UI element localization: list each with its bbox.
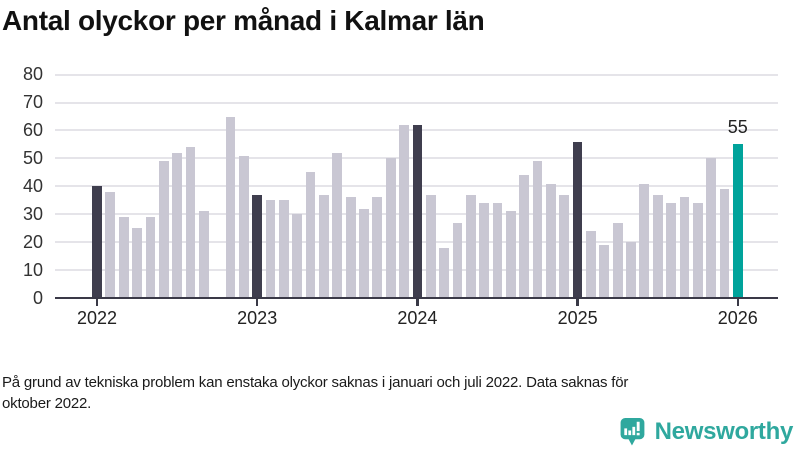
bar — [172, 152, 182, 298]
bar — [626, 242, 636, 298]
bar — [439, 247, 449, 298]
y-tick-label: 10 — [22, 259, 43, 280]
bar — [519, 175, 530, 298]
gridline — [55, 101, 778, 104]
bar — [279, 200, 289, 298]
bar — [145, 217, 156, 298]
bar — [639, 183, 650, 298]
latest-value-label: 55 — [727, 116, 748, 137]
bar — [399, 124, 409, 298]
bar-january — [572, 141, 583, 298]
x-axis-tick — [95, 299, 99, 306]
x-axis-tick — [736, 299, 740, 306]
bar — [679, 197, 690, 298]
newsworthy-bubble-icon — [620, 418, 645, 446]
bar — [132, 228, 142, 298]
bar — [305, 172, 316, 298]
y-tick-label: 0 — [32, 287, 43, 308]
bar — [706, 158, 716, 298]
y-tick-label: 60 — [22, 119, 43, 140]
footnote: På grund av tekniska problem kan enstaka… — [2, 372, 792, 414]
bar — [198, 211, 209, 298]
bar — [612, 222, 623, 298]
bar — [599, 244, 610, 298]
newsworthy-wordmark: Newsworthy — [654, 417, 794, 445]
bar — [319, 194, 329, 298]
bar — [666, 203, 676, 298]
bar — [385, 158, 396, 298]
newsworthy-logo[interactable]: Newsworthy — [619, 417, 793, 446]
x-tick-label: 2022 — [76, 308, 118, 328]
y-tick-label: 70 — [22, 92, 43, 113]
bar — [359, 208, 369, 298]
gridline — [55, 73, 778, 76]
bar — [332, 152, 343, 298]
bar — [158, 161, 169, 298]
x-tick-label: 2026 — [717, 308, 758, 328]
bar — [105, 191, 116, 298]
y-tick-label: 80 — [22, 64, 43, 85]
x-tick-label: 2023 — [237, 308, 278, 328]
bar-january — [92, 186, 102, 298]
bar — [118, 217, 129, 298]
x-axis-tick — [255, 299, 259, 306]
footnote-line-1: På grund av tekniska problem kan enstaka… — [2, 374, 629, 391]
footnote-line-2: oktober 2022. — [2, 395, 92, 412]
x-tick-label: 2025 — [557, 308, 598, 328]
bar — [479, 203, 490, 298]
y-tick-label: 50 — [22, 147, 43, 168]
bar — [292, 214, 303, 298]
bar — [425, 194, 436, 298]
bar-january — [252, 194, 263, 298]
bar — [452, 222, 463, 298]
bar — [692, 203, 703, 298]
chart-title: Antal olyckor per månad i Kalmar län — [2, 5, 485, 36]
bar — [238, 155, 249, 298]
bar — [586, 230, 596, 298]
bar-latest — [732, 144, 743, 298]
x-axis-tick — [416, 299, 419, 306]
bar — [265, 200, 276, 298]
plot-area — [55, 73, 778, 298]
y-tick-label: 40 — [22, 175, 43, 196]
bar — [652, 194, 663, 298]
bar-january — [412, 124, 423, 298]
bar — [372, 197, 383, 298]
bar — [345, 197, 356, 298]
x-tick-label: 2024 — [397, 308, 438, 328]
bar — [532, 161, 543, 298]
bar — [492, 203, 503, 298]
bar — [719, 189, 730, 298]
bar — [465, 194, 476, 298]
y-tick-label: 30 — [22, 203, 43, 224]
x-axis-tick — [576, 299, 579, 306]
x-axis-line — [55, 296, 778, 300]
y-tick-label: 20 — [22, 231, 43, 252]
bar — [546, 183, 556, 298]
bar — [185, 147, 196, 298]
bar — [505, 211, 516, 298]
bar — [559, 194, 570, 298]
bar — [225, 116, 236, 298]
